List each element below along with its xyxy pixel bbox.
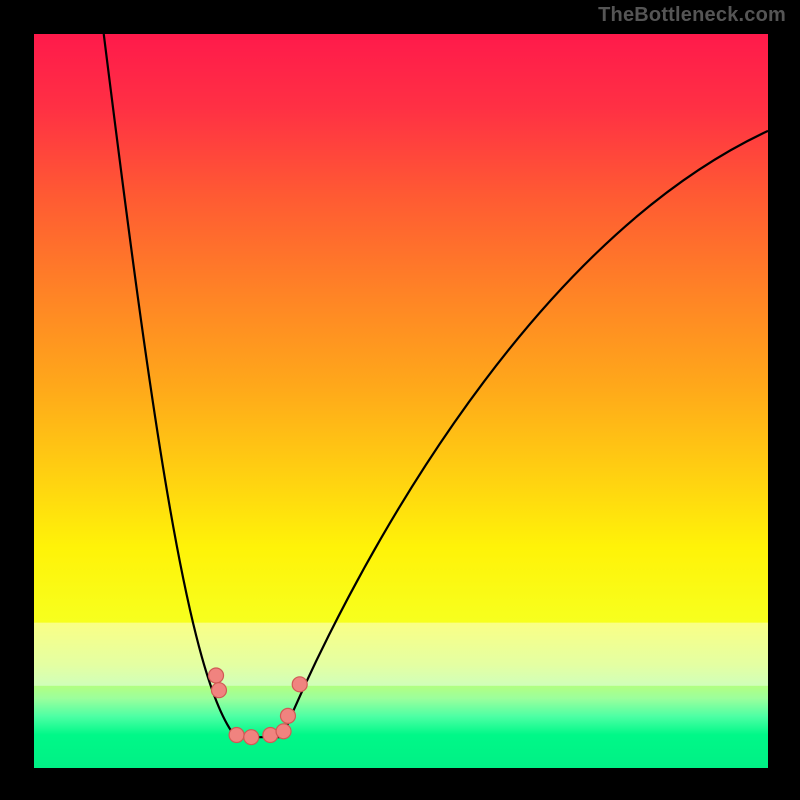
data-marker <box>280 708 295 723</box>
plot-area <box>34 34 768 768</box>
pale-horizontal-band <box>34 623 768 686</box>
data-marker <box>263 727 278 742</box>
data-marker <box>229 727 244 742</box>
watermark-text: TheBottleneck.com <box>598 4 786 27</box>
data-marker <box>276 724 291 739</box>
chart-container: TheBottleneck.com <box>0 0 800 800</box>
data-marker <box>292 677 307 692</box>
bottleneck-chart <box>0 0 800 800</box>
data-marker <box>209 668 224 683</box>
data-marker <box>244 730 259 745</box>
data-marker <box>211 683 226 698</box>
